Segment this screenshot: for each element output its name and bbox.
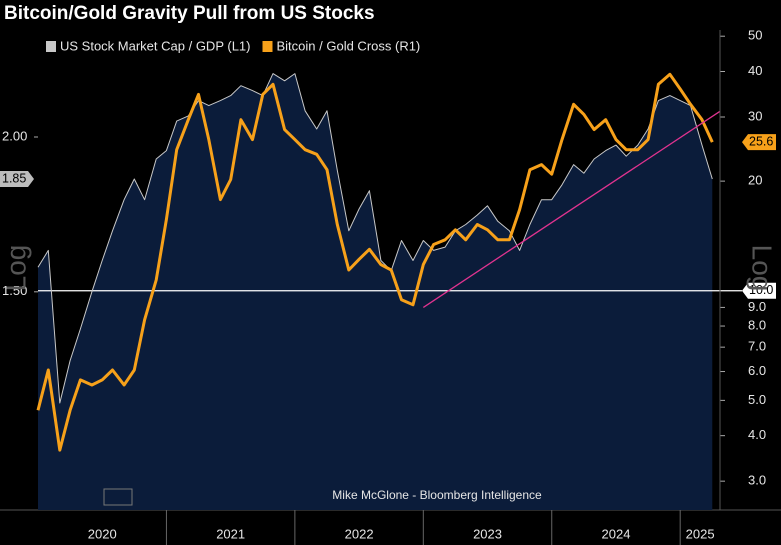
line [37,73,713,404]
y2-tick-label: 9.0 [748,299,766,314]
last-value: 1.85 [2,171,26,185]
source: Mike McGlone - Bloomberg Intelligence [332,488,542,502]
x-tick-label: 2021 [216,526,245,541]
reference-label: 10.0 [749,283,773,297]
chart-icon [103,488,133,506]
y-tick-label: 2.00 [2,128,27,143]
x-tick-label: 2023 [473,526,502,541]
reference-label-box [742,282,776,299]
area [38,73,713,510]
x-tick-label: 2025 [686,526,715,541]
y2-tick-label: 50 [748,28,762,43]
legend-label: US Stock Market Cap / GDP (L1) [60,38,251,53]
last-value: 25.6 [749,134,773,148]
y2-tick-label: 30 [748,108,762,123]
chart-title: Bitcoin/Gold Gravity Pull from US Stocks [4,3,375,24]
y2-tick-label: 5.0 [748,392,766,407]
y2-tick-label: 20 [748,173,762,188]
legend-swatch [46,41,56,52]
y2-tick-label: 3.0 [748,473,766,488]
trendline [422,110,721,308]
legend: US Stock Market Cap / GDP (L1) Bitcoin / … [40,36,472,58]
y2-tick-label: 4.0 [748,427,766,442]
y-axis-note: Log [0,245,31,292]
x-tick-label: 2022 [345,526,374,541]
y2-tick-label: 6.0 [748,363,766,378]
legend-swatch [262,41,273,52]
legend-label: Bitcoin / Gold Cross (R1) [277,38,421,53]
x-tick-label: 2020 [88,526,117,541]
y2-tick-label: 8.0 [748,317,766,332]
legend-box [40,36,472,58]
x-tick-label: 2024 [602,526,631,541]
last-value-box [0,170,34,187]
y2-tick-label: 7.0 [748,339,766,354]
y2-axis-note: Log [747,245,778,292]
y2-tick-label: 40 [748,63,762,78]
y-tick-label: 1.50 [2,283,27,298]
last-value-box [742,134,776,151]
line [36,72,714,452]
